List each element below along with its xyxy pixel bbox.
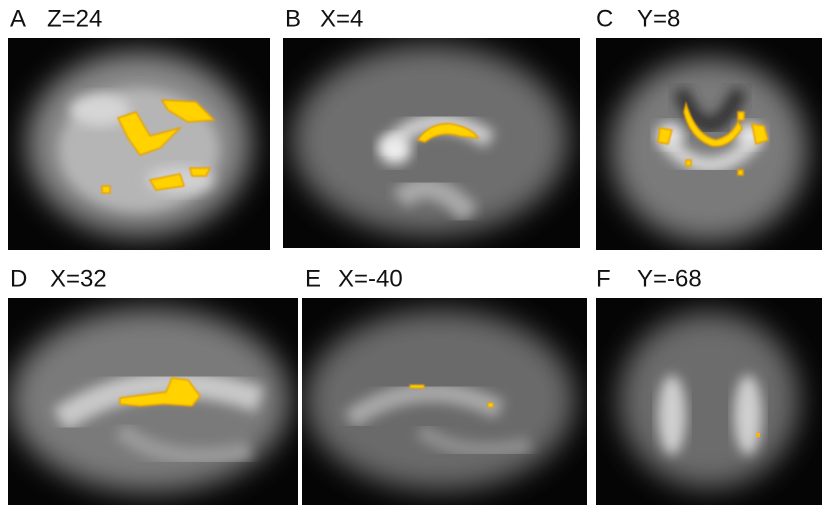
figure: A Z=24 B X=4 C Y=8 D X=32 E X=-40 F Y=-6… [0, 0, 826, 508]
panel-letter: F [596, 265, 611, 292]
brain-slice [8, 38, 270, 250]
activation [756, 433, 760, 437]
panel-coordinate: Y=-68 [637, 265, 702, 292]
panel-coordinate: Z=24 [47, 5, 102, 32]
brain-slice [596, 298, 822, 505]
panel-coordinate: X=4 [320, 5, 363, 32]
brain-slice [596, 38, 822, 250]
panel-letter: E [305, 265, 321, 292]
brain-slice [302, 298, 587, 505]
brain-slice [8, 298, 298, 505]
panel-letter: A [10, 5, 26, 32]
panel-letter: D [10, 265, 27, 292]
panel-letter: B [285, 5, 301, 32]
panel-coordinate: X=-40 [338, 265, 403, 292]
panel-coordinate: X=32 [50, 265, 107, 292]
panel-coordinate: Y=8 [637, 5, 680, 32]
brain-slice [283, 38, 580, 248]
panel-letter: C [596, 5, 613, 32]
